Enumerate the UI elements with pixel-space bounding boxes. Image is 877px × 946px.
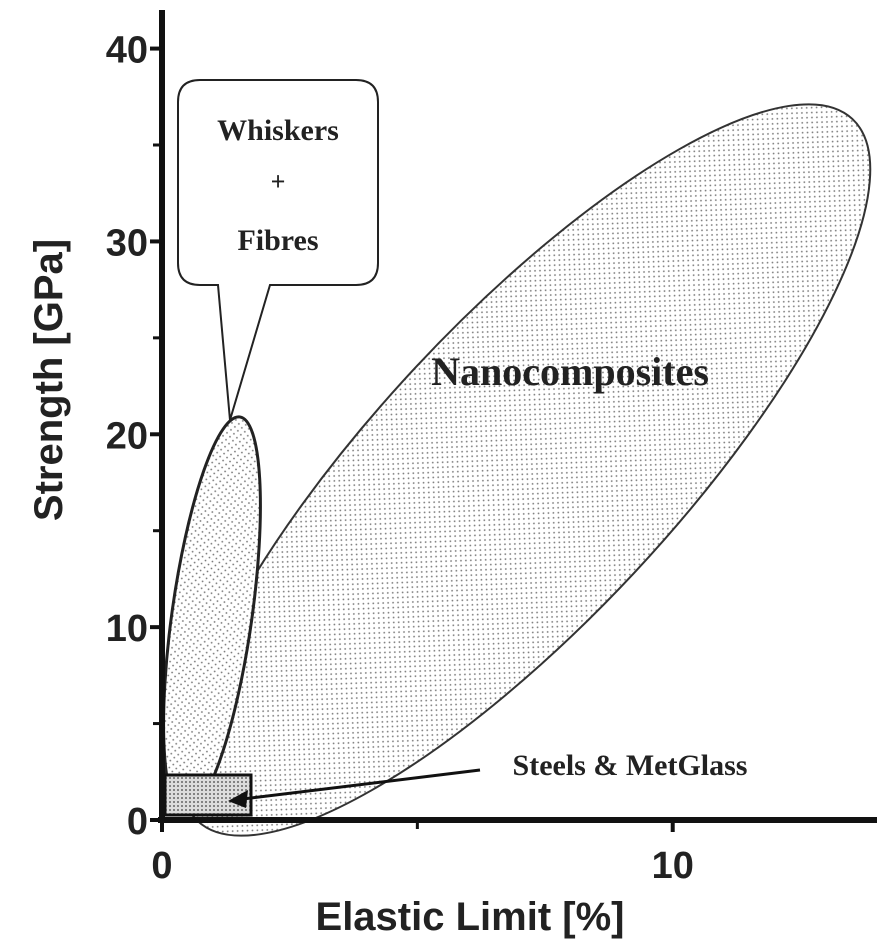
x-axis-label: Elastic Limit [%] xyxy=(316,895,625,939)
y-axis-label: Strength [GPa] xyxy=(27,239,71,521)
x-tick-label: 0 xyxy=(151,845,172,887)
y-tick-label: 40 xyxy=(106,30,148,72)
steels-region xyxy=(163,773,253,817)
annotation: Whiskers xyxy=(217,114,339,147)
annotation: Steels & MetGlass xyxy=(513,749,748,782)
y-tick-label: 10 xyxy=(106,608,148,650)
steels-arrowhead xyxy=(228,790,248,808)
y-tick-label: 30 xyxy=(106,222,148,264)
y-tick-label: 0 xyxy=(127,801,148,843)
steels-pointer xyxy=(234,768,481,802)
regions xyxy=(162,79,872,837)
y-tick-label: 20 xyxy=(106,415,148,457)
annotation: + xyxy=(271,167,286,196)
annotation: Fibres xyxy=(237,224,318,257)
x-tick-label: 10 xyxy=(652,845,694,887)
annotation: Nanocomposites xyxy=(431,349,709,394)
callout xyxy=(177,79,379,421)
